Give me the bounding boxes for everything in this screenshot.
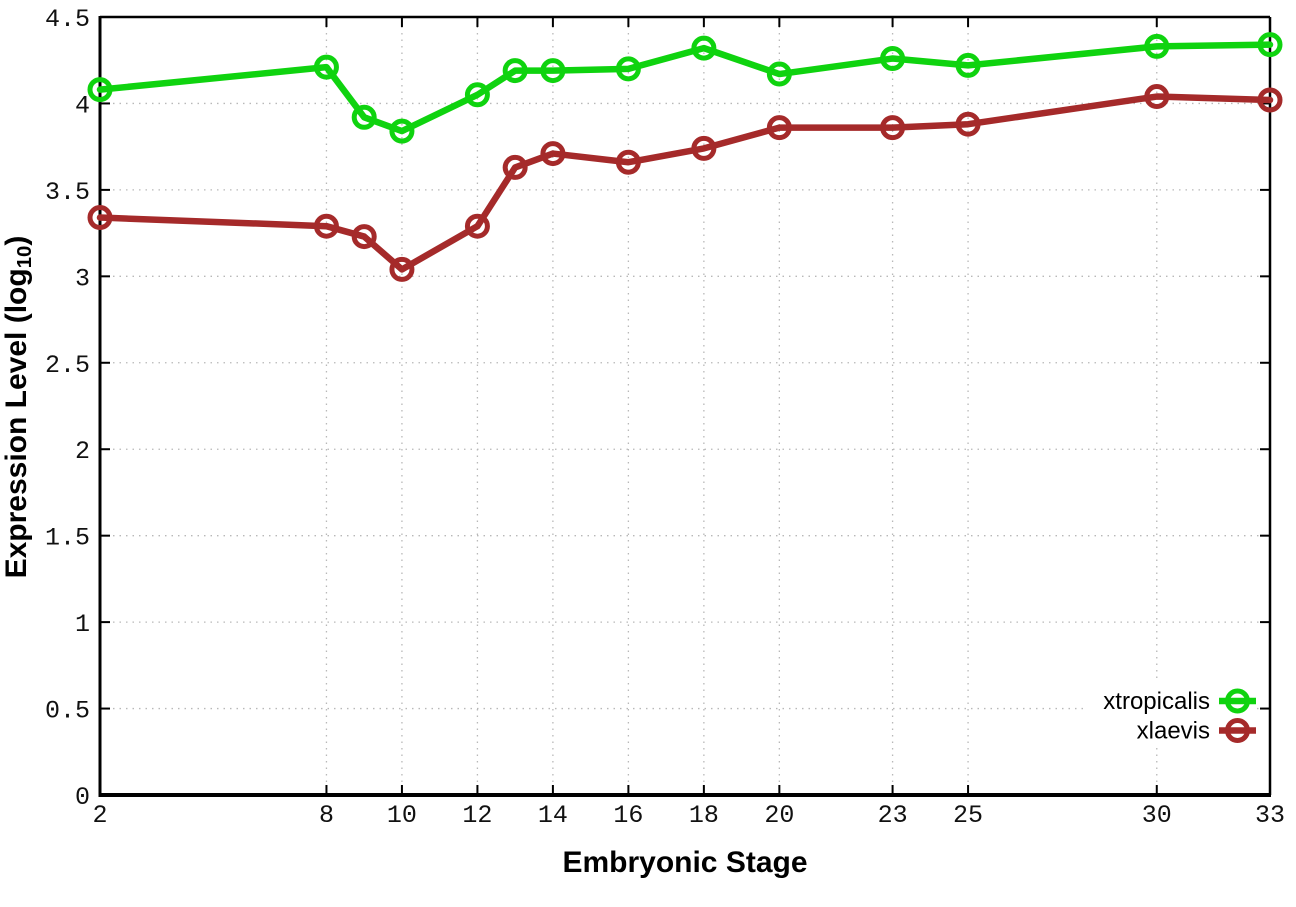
y-tick-label: 3.5	[45, 178, 90, 207]
y-axis-title-text: Expression Level (log	[0, 268, 33, 579]
data-point-marker-xlaevis	[615, 149, 641, 175]
legend-label-xlaevis: xlaevis	[1137, 718, 1210, 745]
tick-marks	[99, 16, 1271, 796]
series-line-xtropicalis	[96, 41, 1274, 135]
plot-frame	[98, 15, 1272, 797]
legend-marker-xtropicalis	[1225, 688, 1250, 714]
x-tick-label: 2	[92, 801, 107, 830]
legend-entry-xlaevis: xlaevis	[1137, 718, 1256, 745]
data-point-marker-xlaevis	[313, 213, 339, 239]
y-axis-title-suffix: )	[0, 235, 33, 246]
x-tick-label: 16	[613, 801, 643, 830]
data-point-marker-xlaevis	[540, 141, 566, 167]
data-point-marker-xlaevis	[766, 115, 792, 141]
grid-lines	[99, 16, 1271, 796]
series-line-xlaevis	[96, 93, 1274, 273]
x-tick-label: 30	[1142, 801, 1172, 830]
data-point-marker-xtropicalis	[1257, 32, 1283, 58]
data-point-marker-xlaevis	[880, 115, 906, 141]
data-point-marker-xlaevis	[691, 135, 717, 161]
data-point-marker-xtropicalis	[351, 104, 377, 130]
y-tick-labels: 0 0.5 1 1.5 2 2.5 3 3.5 4 4.5	[45, 5, 90, 812]
x-tick-label: 12	[462, 801, 492, 830]
x-tick-label: 14	[538, 801, 568, 830]
data-point-marker-xtropicalis	[502, 58, 528, 84]
data-point-marker-xlaevis	[955, 111, 981, 137]
data-point-marker-xtropicalis	[389, 118, 415, 144]
y-axis-title: Expression Level (log10)	[0, 2, 40, 812]
x-tick-label: 10	[387, 801, 417, 830]
data-point-marker-xtropicalis	[540, 58, 566, 84]
legend: xtropicalis xlaevis	[1085, 683, 1257, 747]
data-point-marker-xtropicalis	[880, 45, 906, 71]
x-tick-label: 20	[764, 801, 794, 830]
data-point-marker-xlaevis	[502, 154, 528, 180]
data-point-marker-xlaevis	[1144, 84, 1170, 110]
data-point-marker-xtropicalis	[615, 56, 641, 82]
y-tick-label: 2	[75, 437, 90, 466]
legend-entry-xtropicalis: xtropicalis	[1103, 688, 1256, 715]
x-axis-title: Embryonic Stage	[562, 846, 808, 879]
data-point-marker-xlaevis	[389, 256, 415, 282]
data-point-marker-xlaevis	[1257, 87, 1283, 113]
x-tick-label: 18	[689, 801, 719, 830]
x-tick-labels: 2 8 10 12 14 16 18 20 23 25 30 33	[92, 801, 1285, 830]
y-axis-title-subscript: 10	[14, 245, 37, 269]
data-point-marker-xtropicalis	[691, 35, 717, 61]
data-point-marker-xtropicalis	[955, 52, 981, 78]
data-point-marker-xlaevis	[351, 224, 377, 250]
data-point-marker-xtropicalis	[87, 77, 113, 103]
y-tick-label: 2.5	[45, 351, 90, 380]
series-xtropicalis	[87, 32, 1283, 144]
y-tick-label: 4	[75, 91, 90, 120]
x-tick-label: 23	[878, 801, 908, 830]
data-point-marker-xtropicalis	[1144, 33, 1170, 59]
data-point-marker-xlaevis	[464, 213, 490, 239]
x-tick-label: 25	[953, 801, 983, 830]
y-tick-label: 1.5	[45, 524, 90, 553]
x-tick-label: 33	[1255, 801, 1285, 830]
legend-marker-xlaevis	[1225, 718, 1250, 743]
y-tick-label: 0.5	[45, 697, 90, 726]
x-tick-label: 8	[319, 801, 334, 830]
series-xlaevis	[87, 84, 1283, 282]
y-tick-label: 3	[75, 264, 90, 293]
data-point-marker-xtropicalis	[464, 82, 490, 108]
data-point-marker-xtropicalis	[766, 61, 792, 87]
data-point-marker-xtropicalis	[313, 54, 339, 80]
legend-label-xtropicalis: xtropicalis	[1103, 688, 1210, 715]
y-tick-label: 1	[75, 610, 90, 639]
data-point-marker-xlaevis	[87, 205, 113, 231]
y-tick-label: 4.5	[45, 5, 90, 34]
y-tick-label: 0	[75, 783, 90, 812]
